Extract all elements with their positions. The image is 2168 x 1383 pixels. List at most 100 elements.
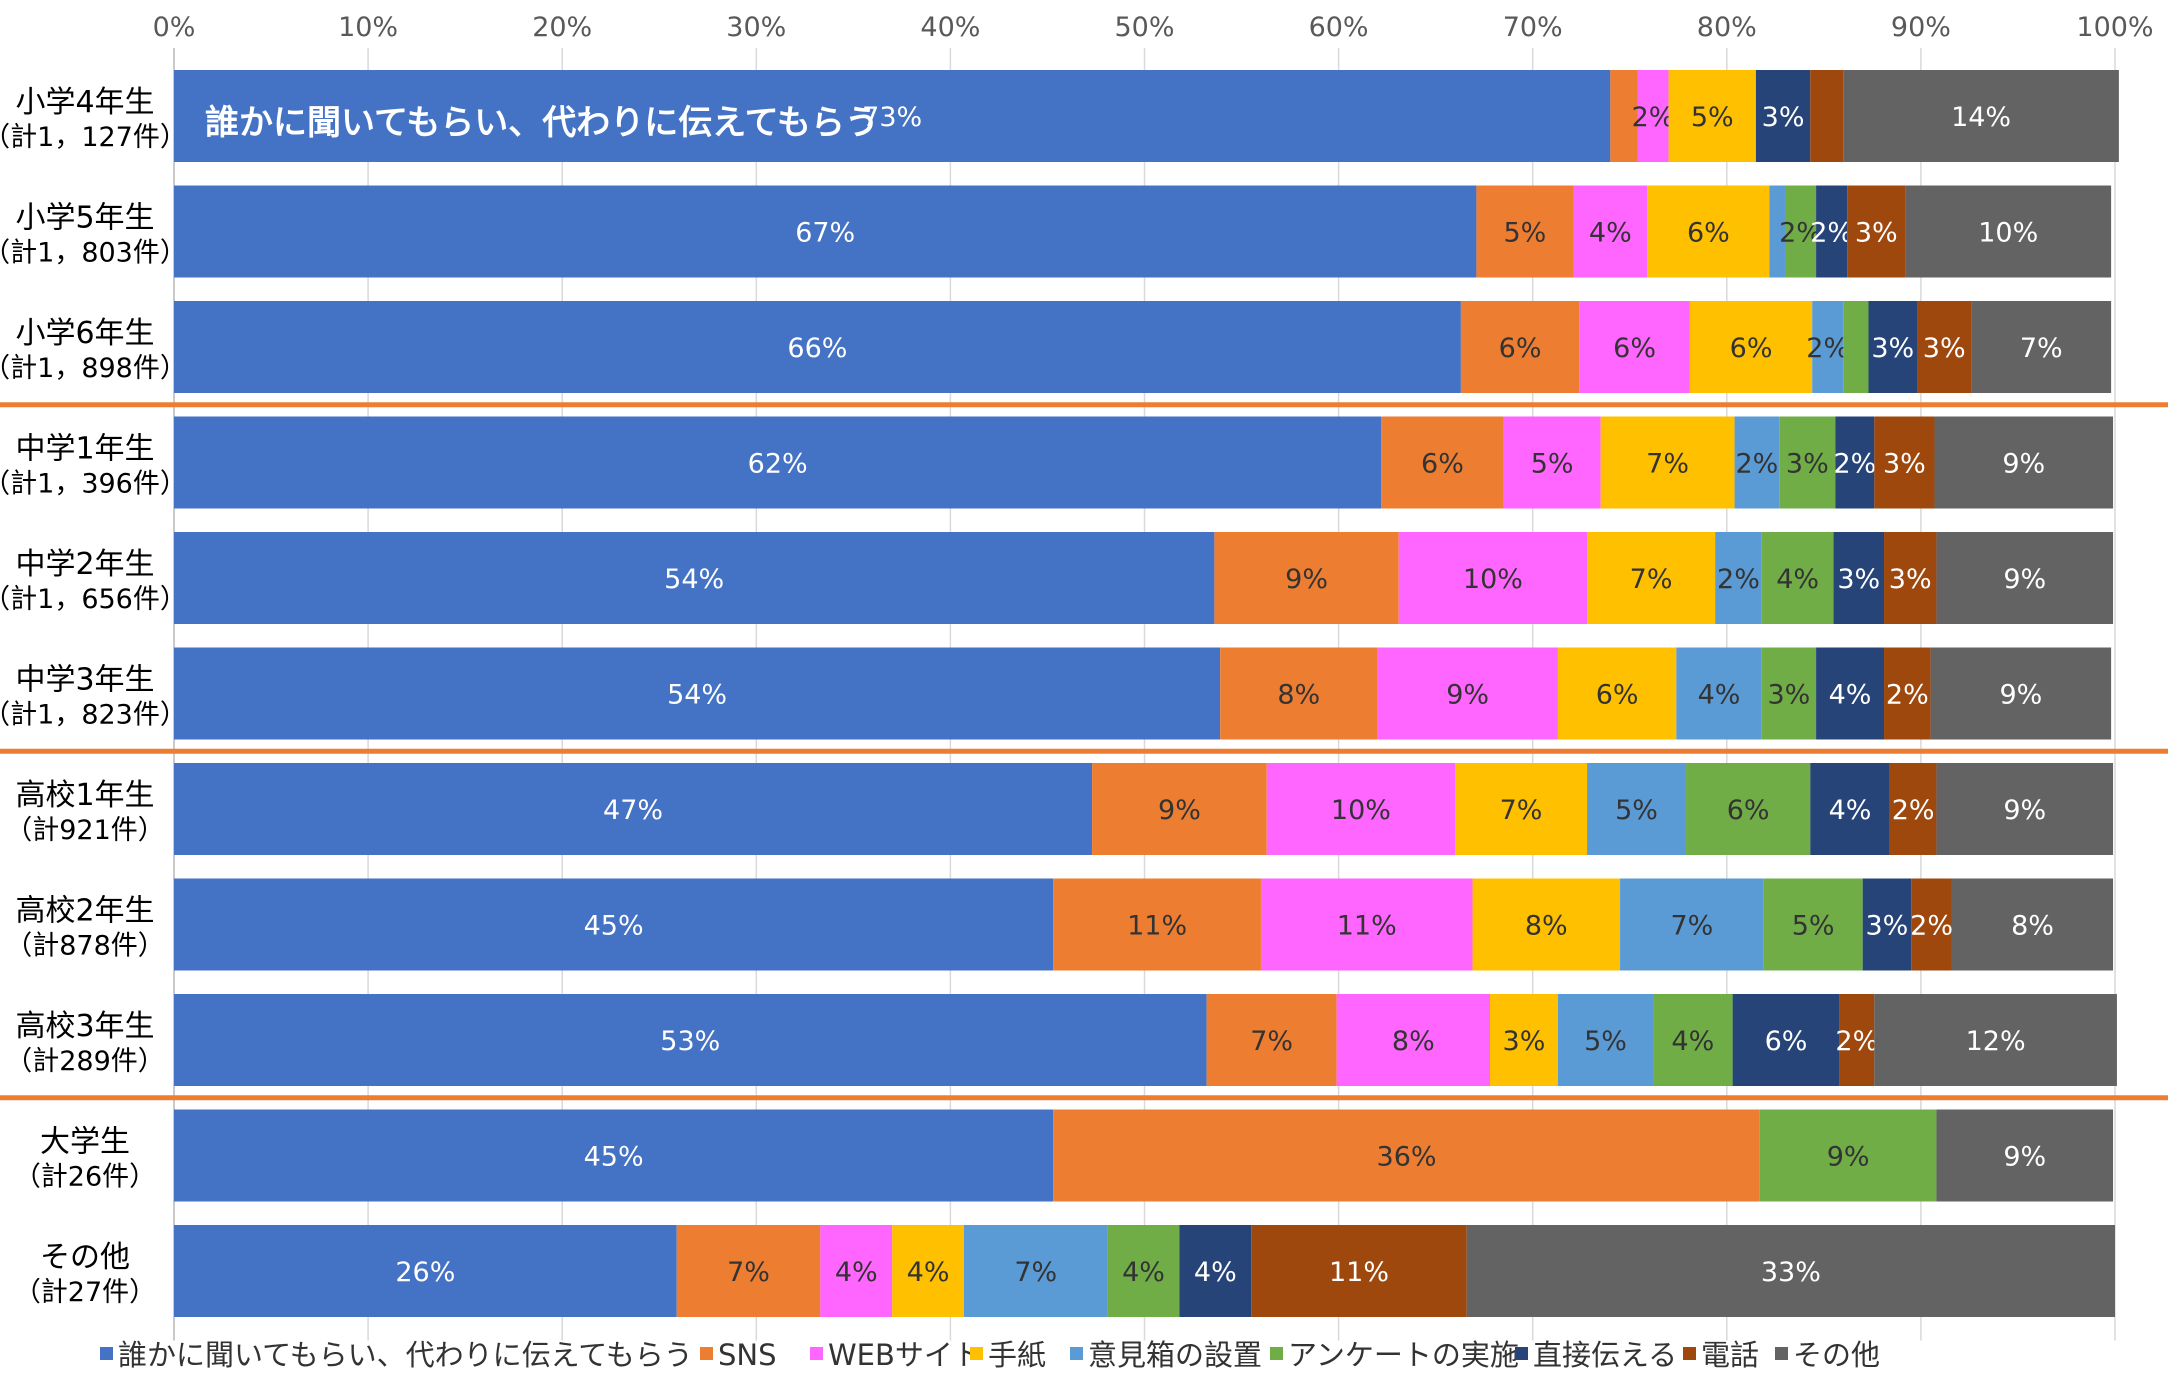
bar-segment <box>1398 532 1588 624</box>
bar-data-label: 4% <box>1671 1026 1714 1057</box>
bar-data-label: 4% <box>1776 564 1819 595</box>
bar-data-label: 3% <box>1866 911 1909 942</box>
bar-data-label: 2% <box>1735 449 1778 480</box>
bar-data-label: 2% <box>1835 1026 1878 1057</box>
bar-data-label: 62% <box>748 449 808 480</box>
category-label: 高校2年生 <box>15 894 154 929</box>
legend-entry-label: SNS <box>718 1338 777 1372</box>
category-label: 高校1年生 <box>15 778 154 813</box>
bar-data-label: 9% <box>1827 1142 1870 1173</box>
bar-segment <box>1810 763 1890 855</box>
bar-segment <box>174 416 1382 509</box>
bar-segment <box>1835 416 1875 509</box>
legend-swatch <box>1515 1347 1528 1360</box>
bar-segment <box>1810 70 1844 162</box>
bar-segment <box>1847 185 1906 278</box>
legend-swatch <box>810 1347 823 1360</box>
legend-swatch <box>970 1347 983 1360</box>
bar-data-label: 6% <box>1730 333 1773 364</box>
bar-segment <box>1868 301 1918 393</box>
legend-entry-label: WEBサイト <box>828 1338 982 1372</box>
bar-data-label: 9% <box>1446 680 1489 711</box>
bar-segment <box>1573 185 1648 278</box>
bar-segment <box>1476 185 1574 278</box>
category-label: 中学1年生 <box>15 432 154 467</box>
legend-swatch <box>700 1347 713 1360</box>
series-annotation-label: 誰かに聞いてもらい、代わりに伝えてもらう <box>205 103 879 143</box>
bar-segment <box>1220 647 1378 740</box>
bar-data-label: 5% <box>1615 795 1658 826</box>
bar-segment <box>1092 763 1267 855</box>
bar-segment <box>174 763 1093 855</box>
bar-data-label: 6% <box>1727 795 1770 826</box>
bar-data-label: 2% <box>1810 218 1853 249</box>
bar-data-label: 7% <box>2020 333 2063 364</box>
bar-segment <box>174 1225 677 1317</box>
category-count-label: （計1，823件） <box>0 700 187 731</box>
bar-segment <box>1647 185 1770 278</box>
bar-data-label: 4% <box>1589 218 1632 249</box>
bar-data-label: 8% <box>1277 680 1320 711</box>
bar-data-label: 33% <box>1761 1257 1821 1288</box>
legend-entry-label: アンケートの実施 <box>1288 1338 1519 1372</box>
bar-segment <box>1759 1109 1937 1202</box>
bar-segment <box>1676 647 1762 740</box>
bar-data-label: 3% <box>1503 1026 1546 1057</box>
bar-segment <box>174 185 1477 278</box>
bar-segment <box>1206 994 1337 1086</box>
bar-segment <box>1905 185 2112 278</box>
bar-data-label: 9% <box>1285 564 1328 595</box>
bar-segment <box>1761 532 1834 624</box>
bar-data-label: 5% <box>1504 218 1547 249</box>
bar-data-label: 2% <box>1910 911 1953 942</box>
bar-data-label: 3% <box>1871 333 1914 364</box>
bar-segment <box>1472 878 1621 971</box>
bar-segment <box>1874 416 1935 509</box>
category-count-label: （計289件） <box>5 1046 165 1077</box>
group-separators <box>0 402 2168 1101</box>
bar-segment <box>1600 416 1735 509</box>
bar-data-label: 4% <box>1829 680 1872 711</box>
bar-data-label: 2% <box>1632 102 1675 133</box>
bar-data-label: 6% <box>1596 680 1639 711</box>
bar-segment <box>1053 878 1261 971</box>
bar-segment <box>1816 185 1848 278</box>
bar-segment <box>1260 878 1473 971</box>
bar-segment <box>676 1225 821 1317</box>
bar-data-label: 45% <box>584 1142 644 1173</box>
legend-swatch <box>1070 1347 1083 1360</box>
bar-segment <box>1466 1225 2115 1317</box>
bar-data-label: 3% <box>1786 449 1829 480</box>
bar-data-label: 3% <box>1762 102 1805 133</box>
bar-data-label: 9% <box>1158 795 1201 826</box>
bar-segment <box>1377 647 1558 740</box>
bar-segment <box>1862 878 1912 971</box>
bar-data-label: 8% <box>1525 911 1568 942</box>
bar-segment <box>1610 70 1638 162</box>
bar-segment <box>1884 532 1937 624</box>
bar-data-label: 4% <box>907 1257 950 1288</box>
bar-segment <box>174 301 1461 393</box>
x-tick-label: 90% <box>1891 12 1951 43</box>
bar-data-label: 11% <box>1329 1257 1389 1288</box>
legend-swatch <box>100 1347 113 1360</box>
bar-segment <box>1251 1225 1467 1317</box>
bar-segment <box>820 1225 893 1317</box>
bar-segment <box>1734 416 1780 509</box>
bar-segment <box>1816 647 1885 740</box>
category-label: 小学4年生 <box>15 85 154 120</box>
legend-entry-label: 手紙 <box>988 1338 1046 1372</box>
bar-data-label: 2% <box>1717 564 1760 595</box>
category-label: 小学6年生 <box>15 316 154 351</box>
x-tick-label: 40% <box>920 12 980 43</box>
bar-segment <box>1053 1109 1760 1202</box>
bar-segment <box>1668 70 1756 162</box>
bar-segment <box>174 1109 1054 1202</box>
bar-data-label: 11% <box>1127 911 1187 942</box>
bar-data-label: 5% <box>1531 449 1574 480</box>
bar-data-label: 36% <box>1377 1142 1437 1173</box>
bar-data-label: 4% <box>1194 1257 1237 1288</box>
category-count-label: （計1，898件） <box>0 353 187 384</box>
bar-segment <box>1686 763 1811 855</box>
bar-segment <box>1839 994 1875 1086</box>
